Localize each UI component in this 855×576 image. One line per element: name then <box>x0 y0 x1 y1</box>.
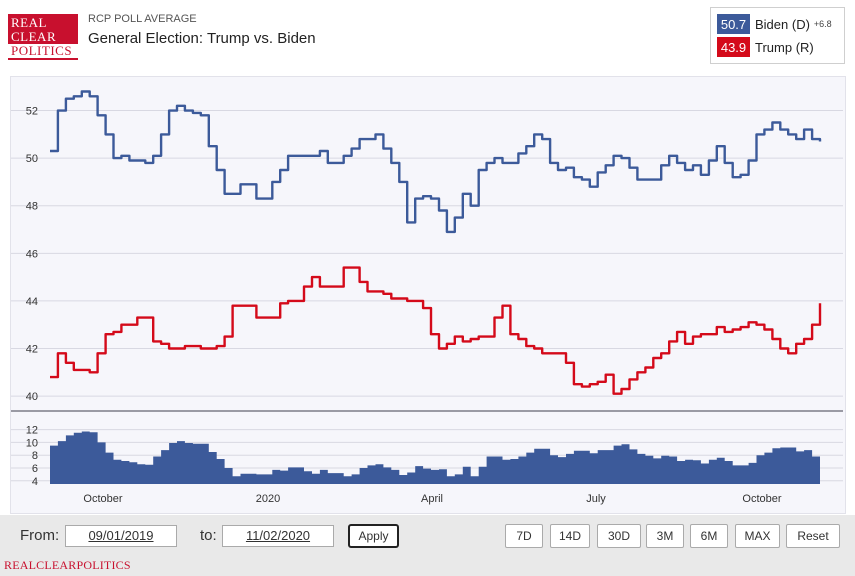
trump-line <box>50 266 822 395</box>
y-tick-label: 42 <box>26 344 38 356</box>
y-tick-label: 48 <box>26 201 38 213</box>
y-tick-label: 52 <box>26 106 38 118</box>
range-30d-button[interactable]: 30D <box>597 524 641 548</box>
reset-button[interactable]: Reset <box>786 524 840 548</box>
chart-title: General Election: Trump vs. Biden <box>88 30 316 47</box>
range-7d-button[interactable]: 7D <box>505 524 543 548</box>
rcp-logo[interactable]: REAL CLEAR POLITICS <box>8 14 78 60</box>
spread-tick-label: 4 <box>32 476 38 488</box>
range-3m-button[interactable]: 3M <box>646 524 684 548</box>
spread-tick-label: 10 <box>26 437 38 449</box>
legend-biden-spread: +6.8 <box>813 19 832 29</box>
chart-card: REAL CLEAR POLITICS RCP POLL AVERAGE Gen… <box>0 0 855 515</box>
range-6m-button[interactable]: 6M <box>690 524 728 548</box>
spread-tick-label: 6 <box>32 463 38 475</box>
spread-tick-label: 12 <box>26 425 38 437</box>
legend: 50.7 Biden (D) +6.8 43.9 Trump (R) <box>710 7 845 64</box>
range-14d-button[interactable]: 14D <box>550 524 590 548</box>
x-tick-label: July <box>586 493 606 505</box>
y-tick-label: 40 <box>26 391 38 403</box>
plot-area[interactable] <box>10 76 846 514</box>
x-tick-label: 2020 <box>256 493 280 505</box>
spread-area <box>50 431 820 484</box>
y-tick-label: 46 <box>26 248 38 260</box>
range-max-button[interactable]: MAX <box>735 524 780 548</box>
from-date-input[interactable]: 09/01/2019 <box>65 525 177 547</box>
legend-biden-value: 50.7 <box>717 14 750 34</box>
footer-brand: REALCLEARPOLITICS <box>4 558 131 572</box>
x-tick-label: April <box>421 493 443 505</box>
chart-subtitle: RCP POLL AVERAGE <box>88 13 197 25</box>
y-tick-label: 50 <box>26 153 38 165</box>
to-label: to: <box>200 527 217 544</box>
logo-line-1: REAL <box>11 15 47 30</box>
biden-line <box>50 90 822 234</box>
x-tick-label: October <box>83 493 122 505</box>
spread-tick-label: 8 <box>32 450 38 462</box>
x-tick-label: October <box>742 493 781 505</box>
y-tick-label: 44 <box>26 296 38 308</box>
legend-trump-value: 43.9 <box>717 37 750 57</box>
from-label: From: <box>20 527 60 544</box>
logo-line-3: POLITICS <box>8 44 78 58</box>
legend-biden: 50.7 Biden (D) +6.8 <box>717 14 832 34</box>
legend-biden-label: Biden (D) <box>755 16 810 32</box>
apply-button[interactable]: Apply <box>348 524 399 548</box>
legend-trump: 43.9 Trump (R) <box>717 37 814 57</box>
date-controls: From: 09/01/2019 to: 11/02/2020 Apply 7D… <box>0 518 855 556</box>
to-date-input[interactable]: 11/02/2020 <box>222 525 334 547</box>
logo-line-2: CLEAR <box>11 29 57 44</box>
legend-trump-label: Trump (R) <box>755 39 814 55</box>
